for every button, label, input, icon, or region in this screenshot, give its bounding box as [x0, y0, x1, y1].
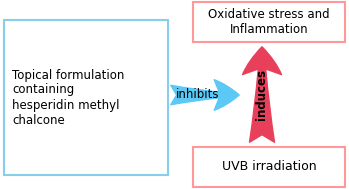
FancyArrowPatch shape	[243, 47, 281, 142]
FancyBboxPatch shape	[193, 2, 345, 42]
Text: Topical formulation
containing
hesperidin methyl
chalcone: Topical formulation containing hesperidi…	[12, 68, 124, 126]
FancyBboxPatch shape	[193, 147, 345, 187]
Text: Oxidative stress and
Inflammation: Oxidative stress and Inflammation	[208, 8, 330, 36]
Text: UVB irradiation: UVB irradiation	[222, 160, 316, 174]
FancyArrowPatch shape	[171, 80, 239, 110]
FancyBboxPatch shape	[4, 20, 168, 175]
Text: induces: induces	[255, 70, 268, 121]
Text: inhibits: inhibits	[176, 88, 220, 101]
